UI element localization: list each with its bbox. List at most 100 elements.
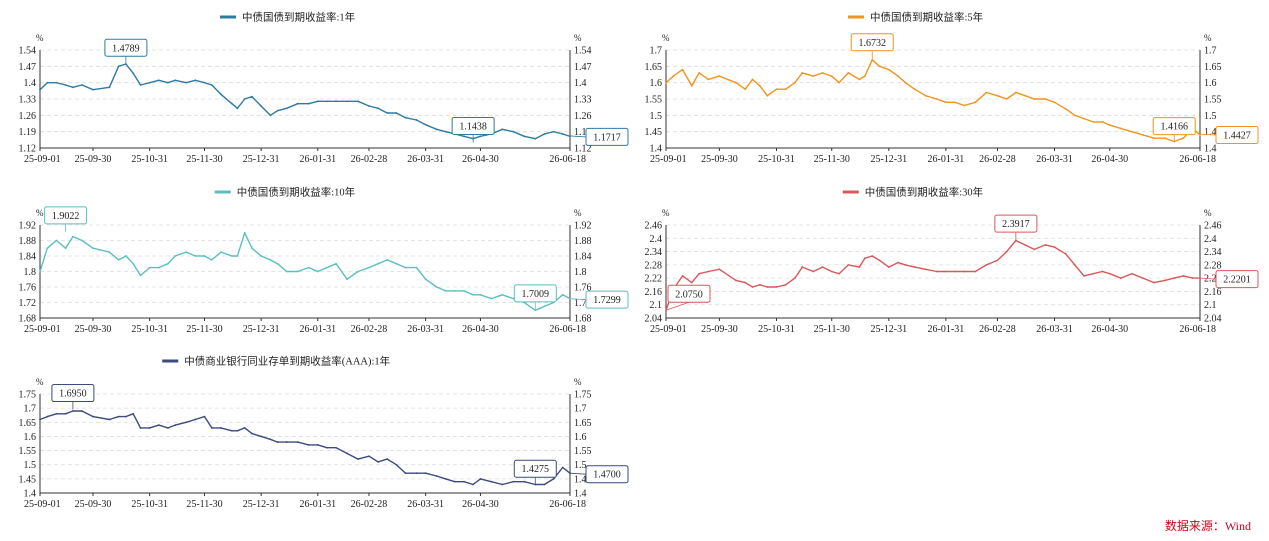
- y-tick-label-left: 1.4: [24, 489, 37, 500]
- data-point: [174, 79, 177, 82]
- last-value-label: 1.7299: [593, 295, 621, 306]
- x-tick-label: 25-12-31: [243, 154, 280, 165]
- chart-5: 中债商业银行同业存单到期收益率(AAA):1年% %1.4 1.41.45 1.451…: [19, 355, 629, 510]
- annotation-label-box: [1152, 117, 1196, 136]
- last-value-leader: [1199, 277, 1217, 280]
- last-value-label: 2.2201: [1223, 275, 1251, 286]
- y-tick-label-right: 2.1: [1204, 300, 1217, 311]
- y-tick-label-left: 2.16: [645, 287, 663, 298]
- data-point: [377, 107, 380, 110]
- data-point: [285, 270, 288, 273]
- last-value-box: [585, 127, 629, 146]
- data-point: [64, 412, 67, 415]
- data-point: [1044, 98, 1047, 100]
- data-point: [1064, 252, 1067, 255]
- x-tick-label: 26-01-31: [299, 154, 336, 165]
- data-point: [512, 130, 515, 133]
- data-point: [139, 84, 142, 86]
- y-tick-label-left: 2.4: [650, 234, 663, 245]
- y-tick-label-right: 1.26: [574, 111, 592, 122]
- data-point: [1024, 94, 1026, 97]
- x-tick-label: 25-09-30: [75, 324, 112, 335]
- data-point: [203, 255, 206, 257]
- annotation-label: 1.4275: [522, 464, 550, 475]
- data-point: [243, 427, 246, 429]
- x-tick-label: 25-09-30: [701, 154, 738, 165]
- data-point: [681, 275, 684, 277]
- data-point: [963, 104, 966, 107]
- data-point: [512, 480, 515, 483]
- data-point: [759, 283, 761, 286]
- y-tick-label-right: 1.47: [574, 62, 592, 73]
- last-value-leader: [569, 298, 587, 301]
- data-point: [1153, 281, 1155, 284]
- data-point: [174, 255, 177, 257]
- x-tick-label: 25-10-31: [758, 324, 795, 335]
- y-tick-label-right: 1.6: [574, 432, 587, 443]
- left-unit-label: %: [36, 377, 44, 387]
- data-point: [148, 427, 151, 429]
- annotation-label-box: [994, 214, 1038, 233]
- y-tick-label-right: 1.8: [574, 267, 587, 278]
- data-point: [117, 258, 120, 261]
- data-point: [71, 86, 74, 89]
- data-point: [766, 286, 769, 288]
- data-point: [346, 278, 348, 281]
- y-tick-label-right: 1.76: [574, 283, 592, 294]
- y-tick-label-left: 1.4: [650, 144, 663, 155]
- x-tick-label: 26-04-30: [462, 499, 499, 510]
- y-tick-label-right: 1.5: [1204, 111, 1217, 122]
- data-point: [985, 263, 988, 266]
- data-point: [830, 270, 833, 273]
- data-point: [251, 432, 253, 435]
- data-point: [167, 81, 169, 84]
- x-tick-label: 25-10-31: [131, 499, 168, 510]
- data-point: [1119, 277, 1122, 280]
- x-tick-label: 25-12-31: [870, 154, 907, 165]
- y-tick-label-right: 1.45: [1204, 127, 1222, 138]
- x-tick-label: 25-09-01: [24, 154, 61, 165]
- annotation-label: 1.9022: [52, 211, 80, 222]
- x-tick-label: 26-02-28: [351, 154, 388, 165]
- y-tick-label-right: 2.46: [1204, 221, 1222, 232]
- series-line: [39, 410, 571, 486]
- x-tick-label: 25-09-01: [24, 324, 61, 335]
- data-point: [490, 297, 493, 300]
- data-point: [1053, 101, 1056, 104]
- y-tick-label-right: 2.16: [1204, 287, 1222, 298]
- data-point: [453, 289, 456, 292]
- data-point: [368, 266, 370, 269]
- y-tick-label-right: 1.65: [1204, 62, 1222, 73]
- left-unit-label: %: [662, 33, 670, 43]
- data-point: [132, 262, 135, 265]
- data-point: [307, 266, 310, 269]
- data-point: [368, 455, 370, 458]
- y-tick-label-left: 1.92: [19, 221, 37, 232]
- data-point: [326, 446, 328, 449]
- annotation-label: 1.7009: [522, 289, 550, 300]
- y-tick-label-left: 2.1: [650, 300, 663, 311]
- y-tick-label-left: 1.75: [19, 390, 37, 401]
- data-point: [220, 251, 222, 254]
- data-point: [132, 72, 135, 75]
- y-tick-label-right: 1.5: [574, 460, 587, 471]
- chart-4: 中债国债到期收益率:30年% %2.04 2.042.1 2.12.16 2.162.2…: [645, 186, 1259, 335]
- data-point: [472, 483, 475, 486]
- x-tick-label: 26-01-31: [928, 154, 965, 165]
- data-point: [260, 105, 263, 107]
- data-point: [463, 289, 465, 292]
- y-tick-label-left: 2.28: [645, 260, 663, 271]
- x-tick-label: 26-04-30: [1091, 154, 1128, 165]
- y-tick-label-right: 1.33: [574, 95, 592, 106]
- y-tick-label-left: 2.46: [645, 221, 663, 232]
- data-point: [92, 415, 94, 418]
- data-point: [444, 477, 447, 480]
- data-point: [463, 135, 465, 138]
- data-point: [453, 480, 456, 483]
- data-point: [139, 274, 142, 277]
- y-tick-label-left: 1.4: [24, 78, 37, 89]
- right-unit-label: %: [574, 208, 582, 218]
- data-point: [561, 466, 564, 469]
- annotation-label-box: [667, 284, 711, 303]
- data-point: [1130, 272, 1133, 275]
